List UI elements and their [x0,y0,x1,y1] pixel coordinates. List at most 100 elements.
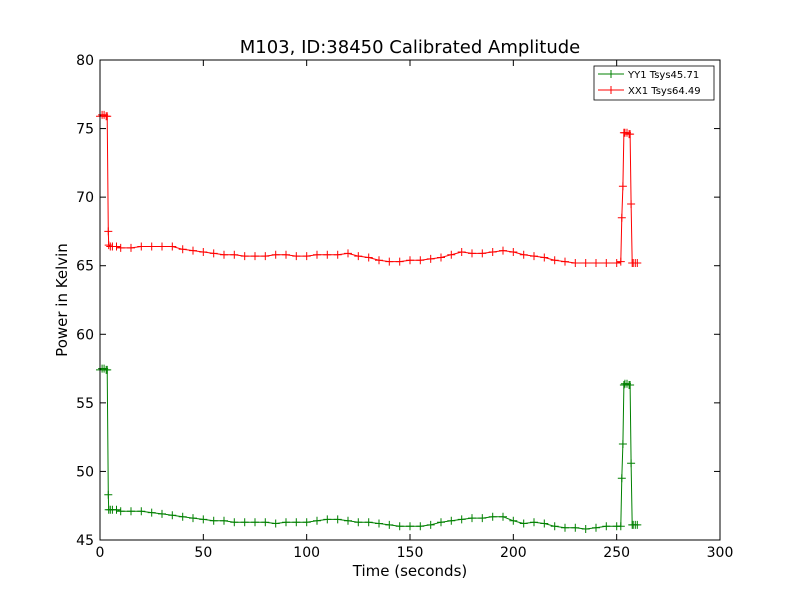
data-point-0-17 [189,514,197,523]
y-tick-label-4: 65 [76,259,94,275]
data-point-0-42 [447,516,456,525]
data-point-0-10 [116,507,125,516]
x-tick-label-4: 200 [500,545,527,561]
data-point-0-5 [104,490,113,499]
data-point-0-43 [457,515,466,524]
x-tick-label-2: 100 [293,545,320,561]
data-point-0-47 [499,512,507,521]
data-point-1-48 [509,248,518,256]
data-point-1-13 [147,242,156,251]
data-point-0-39 [416,522,425,531]
data-point-0-35 [375,519,383,528]
x-tick-label-6: 300 [707,545,734,561]
data-point-0-51 [540,519,549,528]
legend: YY1 Tsys45.71 XX1 Tsys64.49 [593,65,715,101]
y-tick-label-6: 75 [76,122,94,138]
data-point-0-34 [364,518,373,527]
data-point-1-37 [395,257,404,266]
data-point-1-32 [344,249,352,258]
data-point-0-56 [592,523,600,532]
y-tick-label-0: 45 [76,533,94,549]
data-point-1-23 [251,252,259,261]
legend-label-yy1: YY1 Tsys45.71 [627,70,699,81]
data-point-0-9 [112,505,121,514]
x-tick-label-1: 50 [194,545,212,561]
data-point-1-58 [612,259,621,267]
data-point-1-33 [354,252,363,261]
data-point-1-45 [478,249,487,258]
data-point-1-66 [626,130,635,139]
data-point-1-30 [323,250,332,259]
data-point-1-61 [618,182,627,191]
data-point-1-54 [571,259,580,267]
data-point-0-4 [103,365,112,374]
data-point-0-60 [617,474,626,483]
y-tick-label-5: 70 [76,190,94,206]
legend-box [593,65,715,101]
data-point-1-18 [199,248,208,256]
data-point-0-21 [230,518,239,527]
data-point-0-30 [323,515,332,524]
data-point-1-46 [488,248,497,256]
data-point-1-40 [426,254,435,263]
data-point-0-49 [519,519,528,528]
series-layer [96,110,642,533]
data-point-1-53 [561,257,569,266]
data-point-0-46 [488,512,497,521]
data-point-0-12 [137,507,146,516]
data-point-0-37 [395,522,404,531]
data-point-1-59 [616,257,625,266]
data-point-1-71 [633,259,642,267]
data-point-1-4 [103,112,112,121]
data-point-1-27 [292,252,301,261]
data-point-1-51 [540,253,549,262]
data-point-1-29 [313,250,321,259]
data-point-1-20 [220,250,228,259]
data-point-1-57 [602,259,611,267]
data-point-0-15 [168,511,177,520]
data-point-0-29 [313,516,321,525]
data-point-1-5 [104,227,113,236]
data-point-1-34 [364,253,373,262]
data-point-0-19 [209,516,218,525]
data-point-0-45 [478,514,487,523]
data-point-1-49 [519,250,528,259]
y-tick-label-7: 80 [76,53,94,69]
data-point-0-57 [602,522,611,531]
data-point-1-28 [302,252,311,261]
data-point-0-31 [333,515,342,524]
data-point-0-26 [282,518,290,527]
data-point-0-36 [385,520,394,529]
data-point-0-67 [627,459,636,468]
x-tick-label-3: 150 [397,545,424,561]
data-point-1-25 [271,250,280,259]
data-point-1-12 [137,242,146,251]
data-point-1-47 [499,246,507,255]
legend-marker-xx1 [607,86,615,94]
data-point-1-43 [457,248,466,256]
data-point-0-11 [127,507,135,516]
series-markers-0 [96,364,642,533]
data-point-0-24 [261,518,270,527]
ticks-layer: 0 50 100 150 200 250 300 45 50 55 60 65 70 75 80 [76,53,733,561]
data-point-1-11 [127,243,135,252]
data-point-1-22 [240,252,249,261]
data-point-1-24 [261,252,270,261]
data-point-1-50 [530,252,538,261]
data-point-1-15 [168,242,177,251]
data-point-1-44 [468,249,476,258]
data-point-1-42 [447,250,456,259]
data-point-1-21 [230,250,239,259]
data-point-1-9 [112,242,121,251]
data-point-1-67 [627,200,636,208]
data-point-0-28 [302,518,311,527]
data-point-0-48 [509,516,518,525]
data-point-1-39 [416,256,425,265]
data-point-0-53 [561,523,569,532]
data-point-0-33 [354,518,363,527]
data-point-0-32 [344,516,352,525]
series-markers-1 [96,110,642,267]
data-point-1-36 [385,257,394,266]
data-point-1-26 [282,250,290,259]
